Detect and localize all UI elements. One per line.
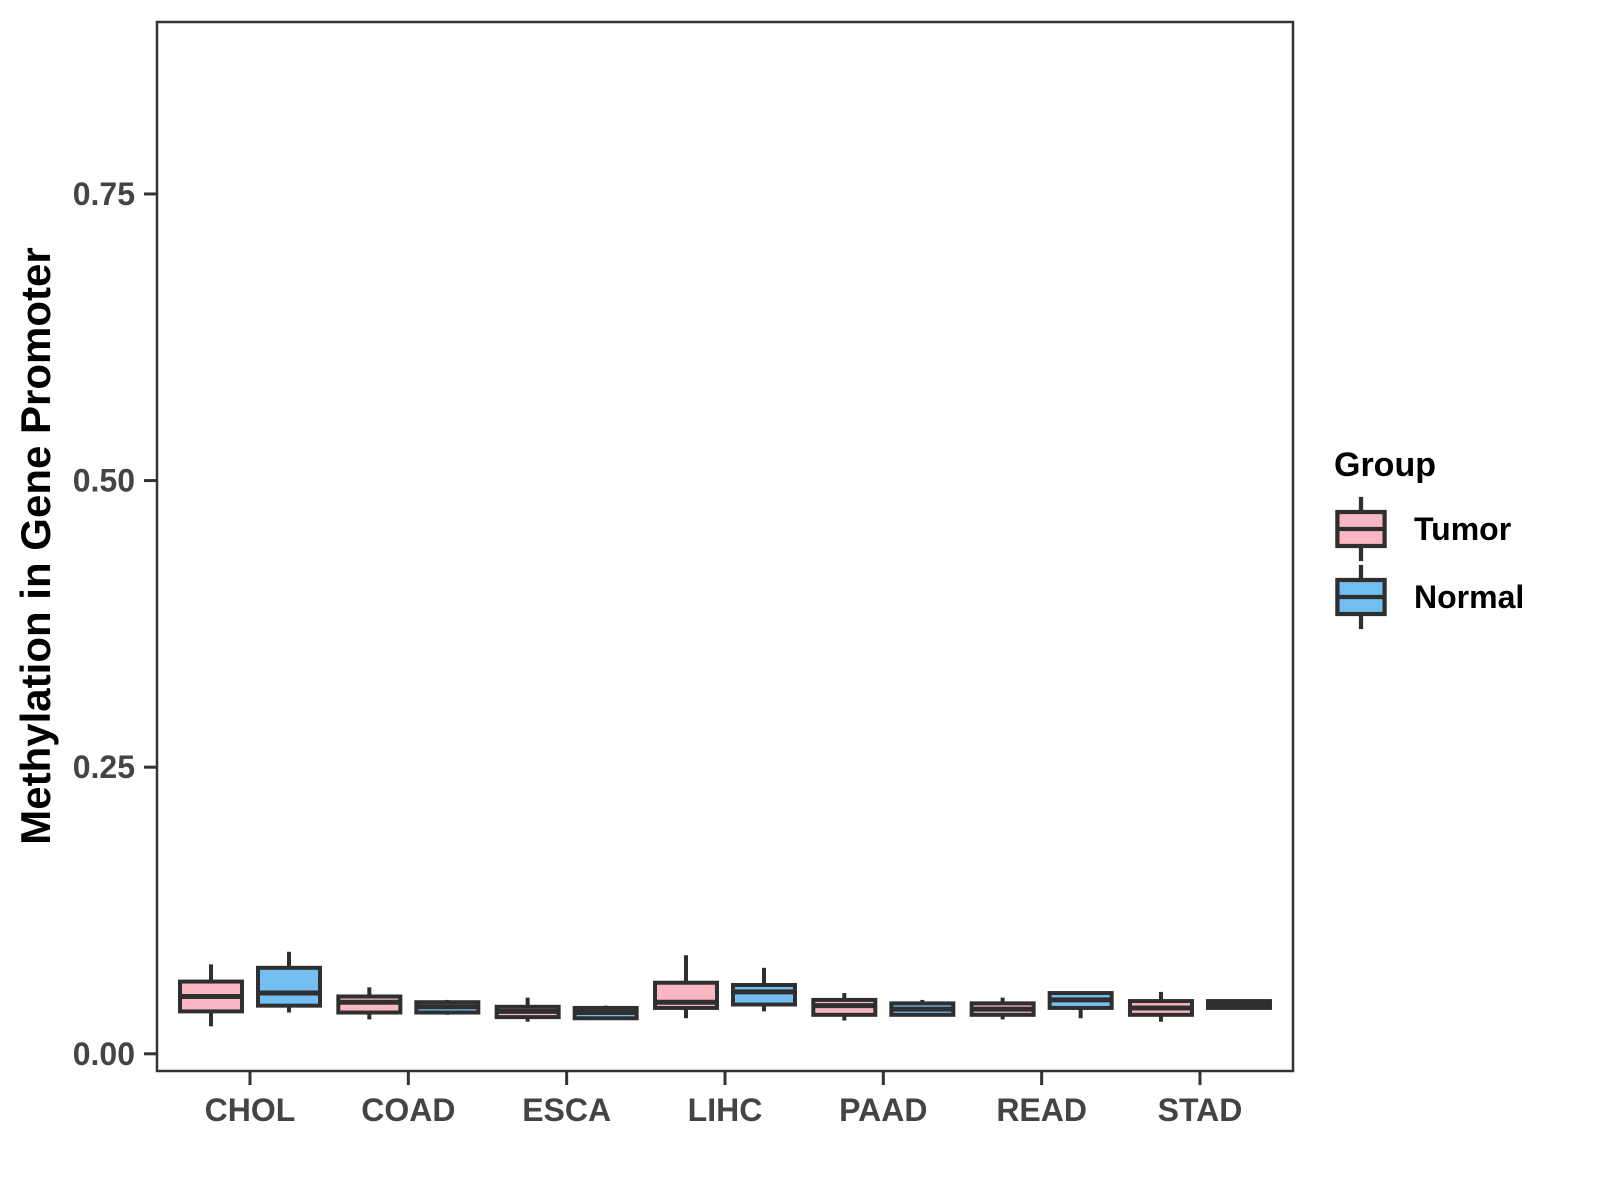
legend-item-tumor: Tumor	[1332, 495, 1592, 563]
x-tick-label: ESCA	[522, 1092, 611, 1128]
boxplot-STAD-Normal	[1205, 999, 1272, 1010]
legend-item-label: Normal	[1414, 578, 1525, 615]
boxplot-LIHC-Normal	[730, 967, 797, 1012]
boxplot-PAAD-Normal	[889, 999, 956, 1017]
boxplot-COAD-Tumor	[336, 987, 403, 1020]
legend-boxplot-glyph-icon	[1335, 564, 1387, 630]
y-tick-label: 0.00	[73, 1036, 135, 1072]
boxplot-CHOL-Tumor	[178, 964, 244, 1027]
y-tick-label: 0.75	[73, 176, 135, 212]
boxplot-READ-Normal	[1047, 991, 1114, 1019]
boxplot-READ-Tumor	[969, 997, 1036, 1020]
y-tick-label: 0.25	[73, 749, 135, 785]
legend: Group Tumor Normal	[1332, 446, 1592, 631]
legend-item-normal: Normal	[1332, 563, 1592, 631]
y-tick-label: 0.50	[73, 463, 135, 499]
x-tick-label: COAD	[361, 1092, 455, 1128]
plot-panel	[155, 20, 1295, 1073]
boxplot-LIHC-Tumor	[652, 955, 719, 1019]
boxplot-PAAD-Tumor	[811, 993, 878, 1021]
boxplot-ESCA-Normal	[572, 1005, 639, 1021]
legend-item-label: Tumor	[1414, 510, 1512, 547]
box-rect	[730, 983, 797, 1007]
x-tick-label: READ	[996, 1092, 1087, 1128]
boxplot-ESCA-Tumor	[494, 997, 561, 1022]
x-tick-label: LIHC	[688, 1092, 763, 1128]
boxplot-CHOL-Normal	[256, 951, 322, 1013]
y-axis-title: Methylation in Gene Promoter	[12, 247, 59, 845]
legend-boxplot-glyph-icon	[1335, 496, 1387, 562]
boxplot-STAD-Tumor	[1127, 991, 1194, 1022]
boxplot-COAD-Normal	[414, 999, 481, 1015]
legend-title: Group	[1334, 446, 1436, 484]
x-tick-label: PAAD	[839, 1092, 927, 1128]
x-tick-label: CHOL	[205, 1092, 296, 1128]
x-tick-label: STAD	[1158, 1092, 1243, 1128]
box-rect	[256, 965, 322, 1008]
legend-items: Tumor Normal	[1332, 495, 1592, 631]
